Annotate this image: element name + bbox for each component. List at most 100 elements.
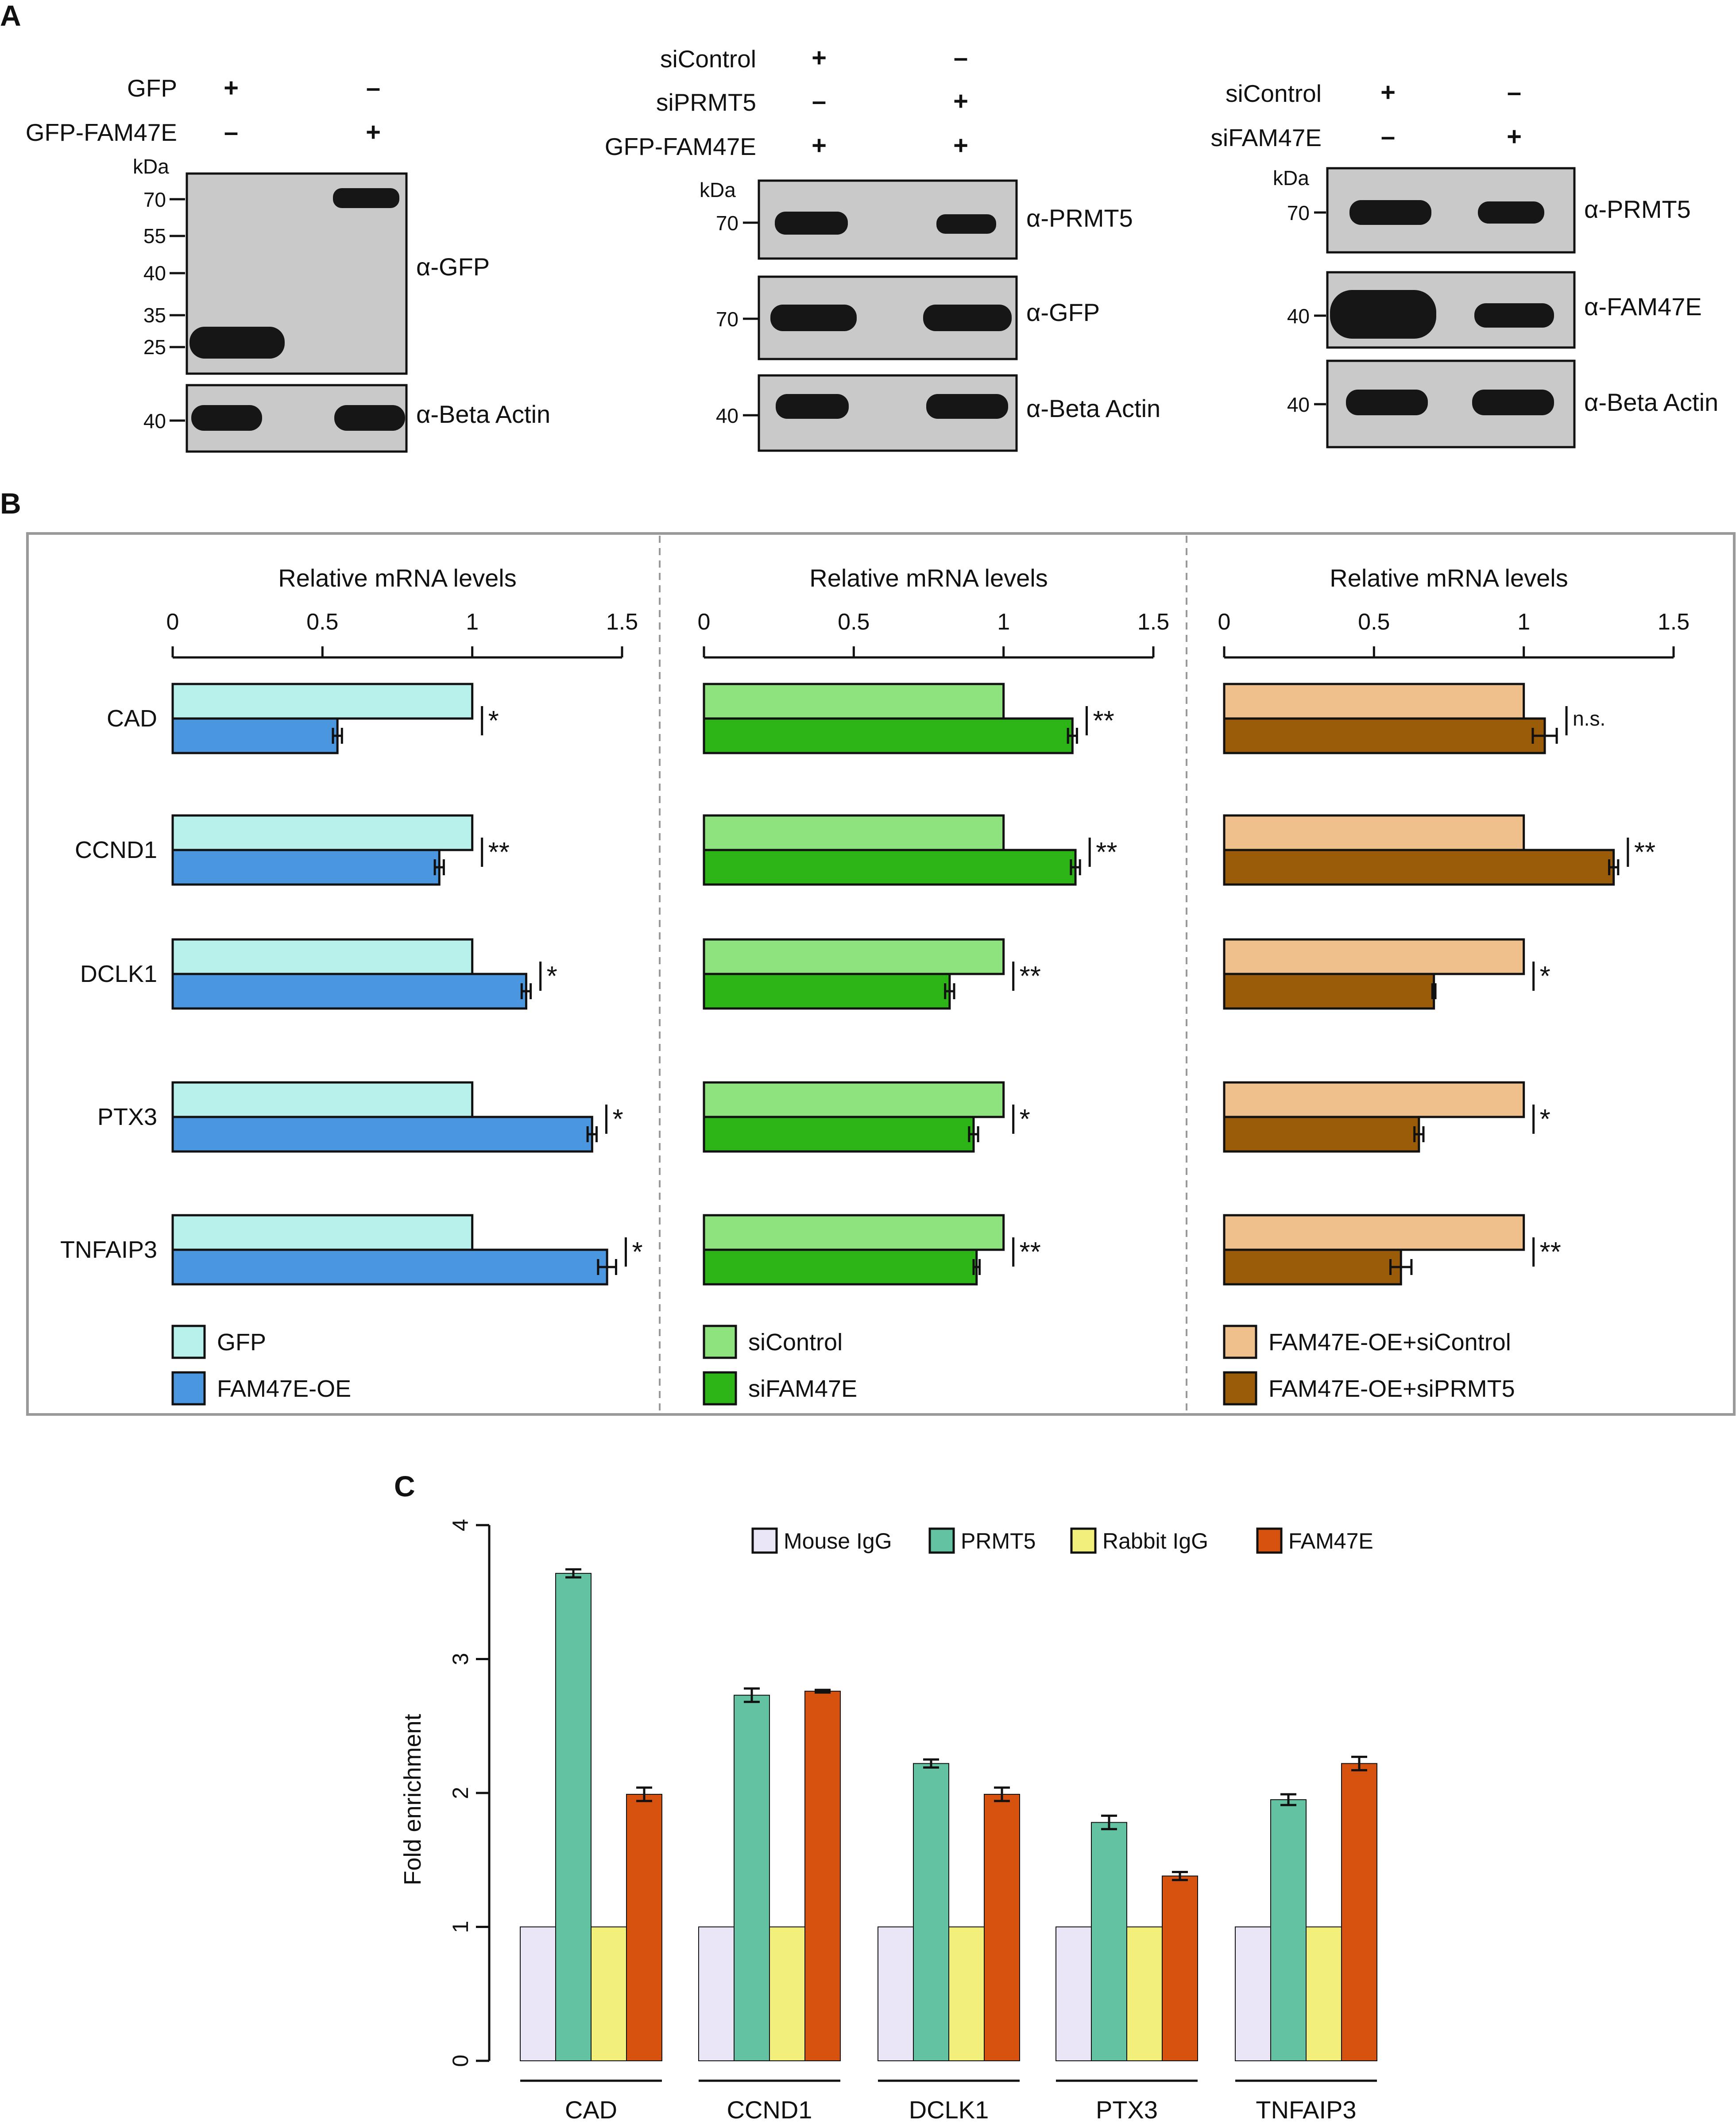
- category-label: CCND1: [75, 837, 157, 863]
- category-label: CCND1: [727, 2096, 812, 2124]
- band: [770, 305, 857, 331]
- x-tick-label: 1: [1517, 609, 1530, 635]
- significance-label: **: [1634, 837, 1655, 868]
- bar: [1306, 1926, 1342, 2061]
- legend-swatch: [751, 1527, 778, 1554]
- x-tick-label: 1.5: [1658, 609, 1690, 635]
- antibody-label: α-GFP: [1026, 298, 1100, 326]
- category-label: TNFAIP3: [60, 1236, 157, 1263]
- size-marker: 70: [1287, 201, 1310, 224]
- bar: [171, 1248, 608, 1286]
- band: [926, 394, 1008, 419]
- condition-mark: +: [812, 131, 827, 160]
- bar: [1235, 1926, 1271, 2061]
- condition-mark: +: [812, 43, 827, 72]
- x-tick-label: 0: [698, 609, 711, 635]
- bar: [703, 938, 1005, 975]
- significance-label: **: [488, 837, 510, 868]
- panel-label-c: C: [394, 1470, 415, 1503]
- size-marker: 70: [716, 308, 738, 331]
- condition-label: siFAM47E: [1210, 124, 1322, 151]
- bar: [171, 1116, 593, 1153]
- y-tick-label: 4: [448, 1519, 473, 1531]
- legend-label: FAM47E-OE+siPRMT5: [1268, 1375, 1515, 1402]
- antibody-label: α-FAM47E: [1584, 293, 1702, 321]
- condition-label: GFP-FAM47E: [605, 133, 756, 160]
- category-label: PTX3: [97, 1104, 157, 1130]
- blot-3: siControl + – siFAM47E – + kDa 70 α-PRMT…: [1210, 78, 1718, 448]
- condition-mark: +: [953, 131, 968, 160]
- legend-swatch: [928, 1527, 955, 1554]
- significance-label: *: [1540, 961, 1550, 992]
- significance-label: **: [1540, 1237, 1561, 1267]
- bar: [1223, 1081, 1525, 1118]
- bar: [171, 849, 441, 886]
- x-tick-label: 0.5: [306, 609, 338, 635]
- bar: [520, 1926, 556, 2061]
- condition-mark: +: [224, 73, 239, 102]
- bar: [913, 1763, 949, 2061]
- condition-mark: +: [953, 87, 968, 116]
- x-tick-label: 0.5: [838, 609, 870, 635]
- bar: [1223, 849, 1615, 886]
- condition-label: siControl: [660, 45, 756, 73]
- legend-label: Mouse IgG: [784, 1529, 892, 1553]
- bar: [171, 683, 474, 720]
- significance-label: **: [1096, 837, 1117, 868]
- bar: [703, 1214, 1005, 1251]
- significance-label: *: [612, 1104, 623, 1135]
- category-label: TNFAIP3: [1256, 2096, 1356, 2124]
- bar: [703, 717, 1074, 754]
- antibody-label: α-Beta Actin: [1026, 394, 1160, 422]
- legend-swatch: [171, 1325, 206, 1359]
- significance-label: *: [1540, 1104, 1550, 1135]
- band: [1472, 390, 1554, 415]
- significance-label: **: [1093, 706, 1114, 736]
- bar: [1223, 1214, 1525, 1251]
- legend-label: GFP: [217, 1329, 266, 1356]
- x-tick-label: 1: [997, 609, 1010, 635]
- significance-label: *: [1020, 1104, 1030, 1135]
- axis-title: Relative mRNA levels: [809, 564, 1048, 592]
- antibody-label: α-PRMT5: [1026, 204, 1133, 232]
- x-tick-label: 0.5: [1358, 609, 1390, 635]
- significance-label: **: [1020, 1237, 1041, 1267]
- panel-b-frame: [26, 532, 1736, 1416]
- bar: [171, 1214, 474, 1251]
- chip-enrichment-chart: 0 1 2 3 4 Fold enrichment CAD CCND1 DCLK1 PTX3 TNF…: [399, 1519, 1377, 2124]
- size-marker: 40: [1287, 305, 1310, 328]
- kda-label: kDa: [700, 178, 736, 201]
- antibody-label: α-GFP: [416, 253, 490, 281]
- bar: [1223, 938, 1525, 975]
- bar: [1223, 1248, 1402, 1286]
- legend-label: Rabbit IgG: [1102, 1529, 1208, 1553]
- size-marker: 25: [143, 336, 166, 359]
- condition-label: siControl: [1226, 80, 1322, 107]
- condition-mark: +: [1380, 78, 1396, 107]
- bar: [703, 849, 1077, 886]
- bar: [1341, 1763, 1377, 2061]
- band: [775, 212, 848, 235]
- legend-label: FAM47E: [1288, 1529, 1373, 1553]
- bar: [698, 1926, 735, 2061]
- bar: [703, 814, 1005, 851]
- condition-label: GFP: [127, 74, 177, 102]
- x-tick-label: 1.5: [606, 609, 638, 635]
- category-label: DCLK1: [80, 961, 157, 987]
- bar: [626, 1794, 662, 2061]
- bar: [703, 1116, 975, 1153]
- category-label: CAD: [107, 705, 157, 732]
- y-tick-label: 3: [448, 1653, 473, 1665]
- bar: [1223, 717, 1546, 754]
- panel-label-b: B: [0, 487, 21, 520]
- significance-label: *: [488, 706, 499, 736]
- bar: [171, 717, 339, 754]
- bar: [948, 1926, 985, 2061]
- antibody-label: α-PRMT5: [1584, 195, 1691, 223]
- bar: [1126, 1926, 1163, 2061]
- bar: [171, 1081, 474, 1118]
- bar: [804, 1691, 841, 2062]
- legend-swatch: [703, 1371, 737, 1406]
